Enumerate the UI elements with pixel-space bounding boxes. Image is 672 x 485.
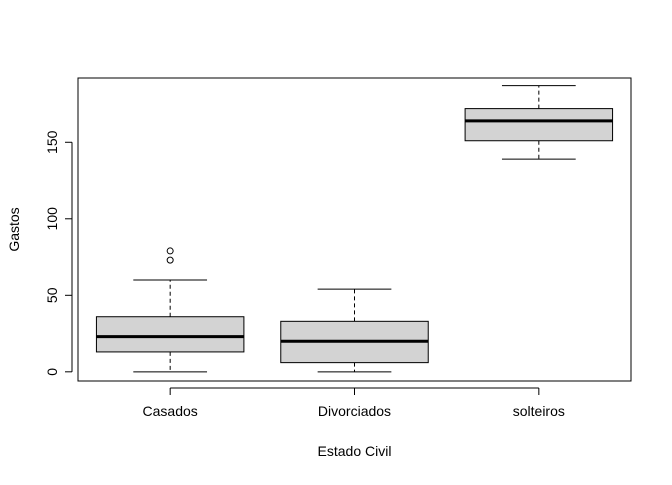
x-axis-label: Estado Civil xyxy=(318,443,392,459)
y-tick-label: 50 xyxy=(44,287,60,303)
outlier-point xyxy=(166,247,174,255)
outlier-point xyxy=(166,256,174,264)
plot-frame xyxy=(77,77,632,382)
y-axis-label: Gastos xyxy=(6,207,22,251)
x-tick-label: Casados xyxy=(143,403,198,419)
y-axis: 0 50 100 150 xyxy=(44,130,73,376)
box-iqr xyxy=(464,108,614,142)
box-3 xyxy=(464,85,614,160)
y-tick-label: 150 xyxy=(44,130,60,154)
y-tick-label: 0 xyxy=(44,368,60,376)
box-iqr xyxy=(95,316,245,353)
x-tick-label: Divorciados xyxy=(318,403,391,419)
x-tick-label: solteiros xyxy=(513,403,565,419)
x-axis: Casados Divorciados solteiros xyxy=(143,387,565,419)
boxes-layer xyxy=(95,85,614,373)
box-1 xyxy=(95,247,245,373)
y-tick-label: 100 xyxy=(44,207,60,231)
box-2 xyxy=(280,288,429,373)
